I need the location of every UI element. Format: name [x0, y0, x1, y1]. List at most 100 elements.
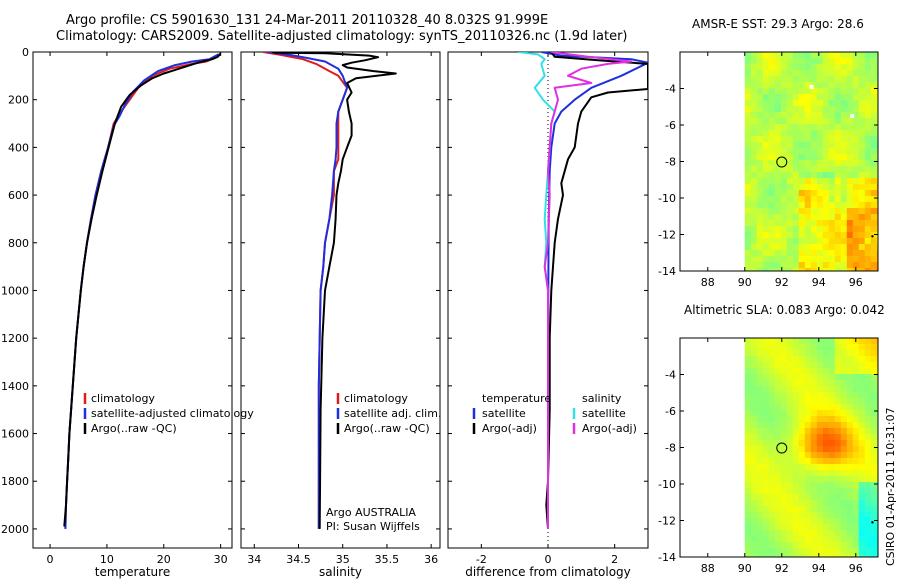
- map-cell-sst_map: [756, 58, 764, 65]
- map-cell-sla_map: [858, 422, 866, 429]
- map-cell-sst_map: [774, 148, 782, 155]
- map-cell-sst_map: [822, 172, 830, 179]
- map-cell-sla_map: [870, 344, 878, 351]
- map-cell-sst_map: [852, 184, 860, 191]
- map-cell-sst_map: [846, 208, 854, 215]
- map-cell-sst_map: [834, 82, 842, 89]
- map-cell-sst_map: [798, 142, 806, 149]
- map-cell-sst_map: [804, 136, 812, 143]
- map-cell-sst_map: [804, 112, 812, 119]
- map-cell-sla_map: [768, 428, 776, 435]
- map-cell-sst_map: [852, 160, 860, 167]
- map-cell-sst_map: [870, 82, 878, 89]
- map-cell-sst_map: [828, 106, 836, 113]
- map-cell-sst_map: [762, 202, 770, 209]
- map-cell-sla_map: [864, 464, 872, 471]
- map-cell-sla_map: [798, 362, 806, 369]
- y-tick-label-sst_map: -14: [658, 265, 676, 278]
- map-cell-sla_map: [870, 506, 878, 513]
- map-cell-sst_map: [762, 76, 770, 83]
- map-cell-sla_map: [858, 464, 866, 471]
- map-cell-sst_map: [810, 76, 818, 83]
- map-cell-sst_map: [804, 94, 812, 101]
- map-cell-sst_map: [768, 82, 776, 89]
- map-cell-sst_map: [762, 124, 770, 131]
- legend-label-temperature-2: Argo(..raw -QC): [91, 422, 177, 435]
- map-cell-sla_map: [864, 518, 872, 525]
- map-cell-sla_map: [864, 494, 872, 501]
- map-cell-sla_map: [864, 470, 872, 477]
- map-cell-sla_map: [828, 554, 836, 558]
- map-cell-sst_map: [780, 268, 788, 272]
- map-cell-sla_map: [744, 548, 752, 555]
- map-cell-sla_map: [750, 422, 758, 429]
- map-cell-sst_map: [762, 190, 770, 197]
- map-cell-sla_map: [810, 476, 818, 483]
- map-cell-sst_map: [786, 190, 794, 197]
- map-cell-sst_map: [846, 268, 854, 272]
- map-cell-sla_map: [828, 386, 836, 393]
- map-cell-sla_map: [798, 464, 806, 471]
- map-cell-sla_map: [792, 422, 800, 429]
- map-cell-sst_map: [786, 250, 794, 257]
- map-cell-sst_map: [858, 226, 866, 233]
- map-cell-sla_map: [756, 428, 764, 435]
- map-cell-sst_map: [798, 166, 806, 173]
- map-cell-sla_map: [774, 410, 782, 417]
- map-cell-sst_map: [840, 226, 848, 233]
- map-cell-sst_map: [756, 226, 764, 233]
- map-cell-sla_map: [756, 476, 764, 483]
- map-cell-sst_map: [810, 94, 818, 101]
- map-cell-sla_map: [768, 452, 776, 459]
- map-cell-sla_map: [756, 338, 764, 345]
- map-cell-sla_map: [792, 440, 800, 447]
- argo-position-marker-sla_map: [776, 442, 788, 454]
- map-cell-sst_map: [768, 94, 776, 101]
- map-cell-sst_map: [774, 190, 782, 197]
- map-cell-sla_map: [822, 404, 830, 411]
- map-cell-sla_map: [852, 374, 860, 381]
- map-cell-sla_map: [846, 476, 854, 483]
- map-cell-sst_map: [816, 190, 824, 197]
- map-cell-sla_map: [768, 536, 776, 543]
- map-cell-sst_map: [870, 58, 878, 65]
- map-cell-sst_map: [822, 94, 830, 101]
- map-cell-sst_map: [822, 70, 830, 77]
- map-cell-sst_map: [774, 94, 782, 101]
- map-cell-sla_map: [810, 446, 818, 453]
- map-cell-sst_map: [798, 148, 806, 155]
- map-cell-sla_map: [822, 524, 830, 531]
- map-cell-sla_map: [840, 446, 848, 453]
- map-cell-sla_map: [744, 524, 752, 531]
- map-cell-sla_map: [840, 434, 848, 441]
- map-cell-sla_map: [762, 458, 770, 465]
- map-cell-sst_map: [744, 250, 752, 257]
- map-cell-sst_map: [762, 142, 770, 149]
- map-cell-sla_map: [822, 392, 830, 399]
- map-cell-sst_map: [780, 88, 788, 95]
- map-cell-sla_map: [852, 410, 860, 417]
- map-cell-sla_map: [798, 542, 806, 549]
- annotation-1: PI: Susan Wijffels: [326, 520, 420, 533]
- map-cell-sla_map: [858, 356, 866, 363]
- map-cell-sla_map: [762, 434, 770, 441]
- map-cell-sst_map: [780, 106, 788, 113]
- map-cell-sla_map: [804, 446, 812, 453]
- map-cell-sla_map: [780, 356, 788, 363]
- map-cell-sla_map: [858, 392, 866, 399]
- map-cell-sst_map: [756, 142, 764, 149]
- map-cell-sst_map: [768, 214, 776, 221]
- map-cell-sst_map: [810, 220, 818, 227]
- map-cell-sst_map: [834, 244, 842, 251]
- map-cell-sla_map: [804, 524, 812, 531]
- map-cell-sst_map: [834, 70, 842, 77]
- map-cell-sst_map: [744, 166, 752, 173]
- map-cell-sst_map: [762, 250, 770, 257]
- map-cell-sla_map: [810, 434, 818, 441]
- map-cell-sla_map: [804, 476, 812, 483]
- map-cell-sla_map: [744, 500, 752, 507]
- map-cell-sst_map: [768, 58, 776, 65]
- map-cell-sst_map: [858, 58, 866, 65]
- map-cell-sla_map: [798, 386, 806, 393]
- map-cell-sla_map: [750, 488, 758, 495]
